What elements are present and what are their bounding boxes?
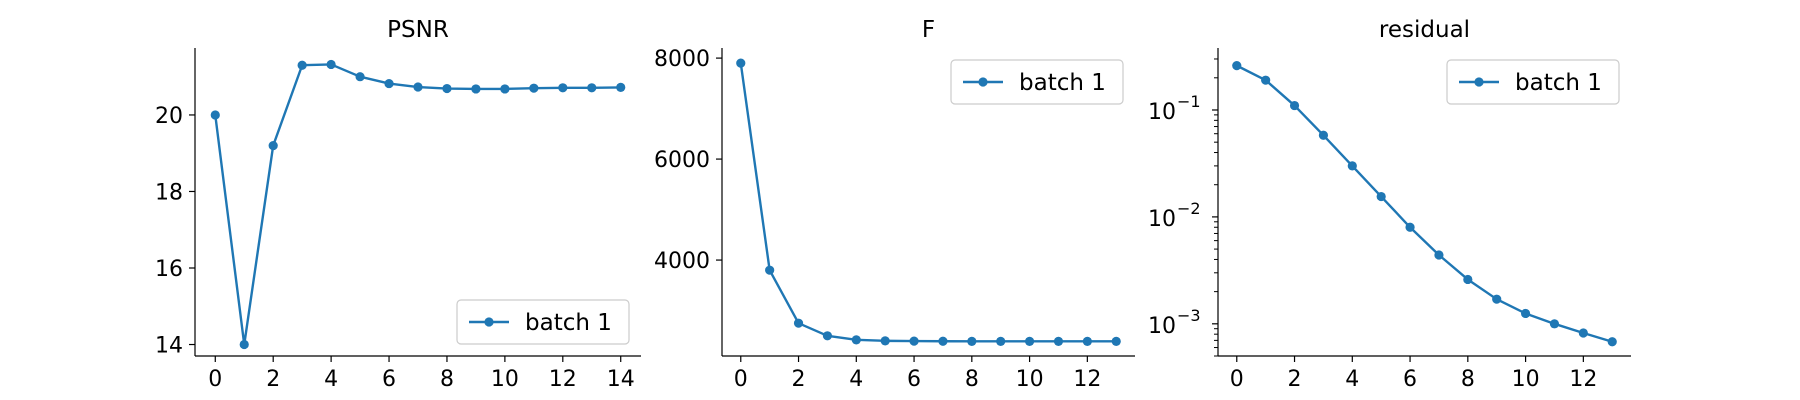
y-tick-exponent: −3 [1177, 306, 1201, 325]
data-point [909, 336, 919, 346]
data-point [967, 336, 977, 346]
y-tick-label: 8000 [654, 47, 710, 72]
data-point [1549, 319, 1560, 329]
series-line-batch-1 [1236, 64, 1613, 343]
chart-title: residual [1379, 17, 1470, 43]
y-tick-exponent: −2 [1177, 199, 1201, 218]
data-point [736, 58, 746, 68]
data-point [938, 336, 948, 346]
x-tick-label: 8 [1461, 367, 1475, 392]
legend: batch 1 [456, 299, 630, 345]
legend-marker [484, 317, 494, 327]
x-tick-label: 2 [1288, 367, 1302, 392]
x-tick-label: 0 [1230, 367, 1244, 392]
data-point [355, 72, 365, 82]
data-point [793, 318, 804, 328]
x-tick-label: 6 [382, 367, 396, 392]
y-tick-label: 10 [1148, 314, 1176, 339]
y-tick-exponent: −1 [1177, 92, 1201, 111]
legend-box [1446, 59, 1620, 105]
legend-marker [1474, 77, 1484, 87]
x-tick-label: 12 [1569, 367, 1597, 392]
x-tick-label: 4 [849, 367, 863, 392]
x-tick-label: 0 [734, 367, 748, 392]
legend: batch 1 [950, 59, 1124, 105]
data-point [1434, 250, 1444, 260]
data-point [1405, 222, 1415, 232]
y-tick-label: 16 [155, 257, 183, 282]
x-tick-label: 2 [266, 367, 280, 392]
data-point [1376, 191, 1386, 202]
y-tick-label: 14 [155, 334, 183, 359]
x-tick-label: 2 [792, 367, 806, 392]
data-point [1347, 161, 1357, 171]
x-tick-label: 10 [1016, 367, 1044, 392]
legend-label: batch 1 [525, 310, 612, 336]
chart-title: F [922, 17, 935, 43]
data-point [1053, 336, 1064, 346]
data-point [529, 83, 539, 93]
data-point [558, 83, 568, 93]
data-point [1463, 274, 1473, 285]
data-point [1607, 337, 1617, 347]
x-tick-label: 4 [1345, 367, 1359, 392]
x-tick-label: 6 [1403, 367, 1417, 392]
chart-title: PSNR [387, 17, 449, 43]
data-point [1318, 130, 1329, 140]
data-point [239, 339, 249, 350]
y-tick-label: 10 [1148, 207, 1176, 232]
x-tick-label: 14 [607, 367, 635, 392]
chart-panel-1: PSNR 0 2 4 6 8 10 12 14 14 16 18 20 batch 1 [155, 17, 641, 392]
series-line-batch-1 [739, 62, 1117, 343]
y-tick-label: 10 [1148, 100, 1176, 125]
x-tick-label: 8 [440, 367, 454, 392]
y-tick-label: 6000 [654, 148, 710, 173]
y-tick-label: 4000 [654, 249, 710, 274]
legend: batch 1 [1446, 59, 1620, 105]
x-tick-label: 4 [324, 367, 338, 392]
data-point [1261, 75, 1271, 85]
data-point [1232, 61, 1242, 71]
data-point [822, 331, 833, 341]
data-point [442, 83, 452, 94]
x-tick-label: 6 [907, 367, 921, 392]
chart-panel-2: F 0 2 4 6 8 10 12 4000 6000 8000 batch 1 [654, 17, 1135, 392]
x-tick-label: 8 [965, 367, 979, 392]
data-point [765, 265, 775, 275]
data-point [1578, 328, 1588, 338]
y-tick-label: 18 [155, 180, 183, 205]
data-point [471, 84, 481, 94]
x-tick-label: 10 [491, 367, 519, 392]
x-tick-label: 10 [1512, 367, 1540, 392]
data-point [616, 82, 626, 93]
x-tick-label: 12 [1073, 367, 1101, 392]
data-point [1492, 294, 1502, 304]
x-tick-label: 12 [549, 367, 577, 392]
legend-box [950, 59, 1124, 105]
data-point [1111, 336, 1121, 346]
data-point [500, 84, 510, 94]
legend-box [456, 299, 630, 345]
legend-label: batch 1 [1515, 70, 1602, 96]
data-point [413, 82, 423, 92]
data-point [851, 335, 861, 345]
data-point [1520, 308, 1531, 319]
data-point [1289, 100, 1300, 111]
x-tick-label: 0 [208, 367, 222, 392]
data-point [210, 110, 220, 120]
data-point [880, 336, 890, 346]
data-point [1024, 336, 1035, 346]
data-point [587, 83, 597, 93]
data-point [996, 336, 1006, 346]
data-point [384, 78, 394, 89]
y-tick-label: 20 [155, 104, 183, 129]
legend-label: batch 1 [1019, 70, 1106, 96]
data-point [1082, 336, 1092, 346]
data-point [326, 59, 336, 70]
data-point [297, 60, 307, 70]
legend-marker [978, 77, 988, 87]
data-point [268, 140, 278, 151]
